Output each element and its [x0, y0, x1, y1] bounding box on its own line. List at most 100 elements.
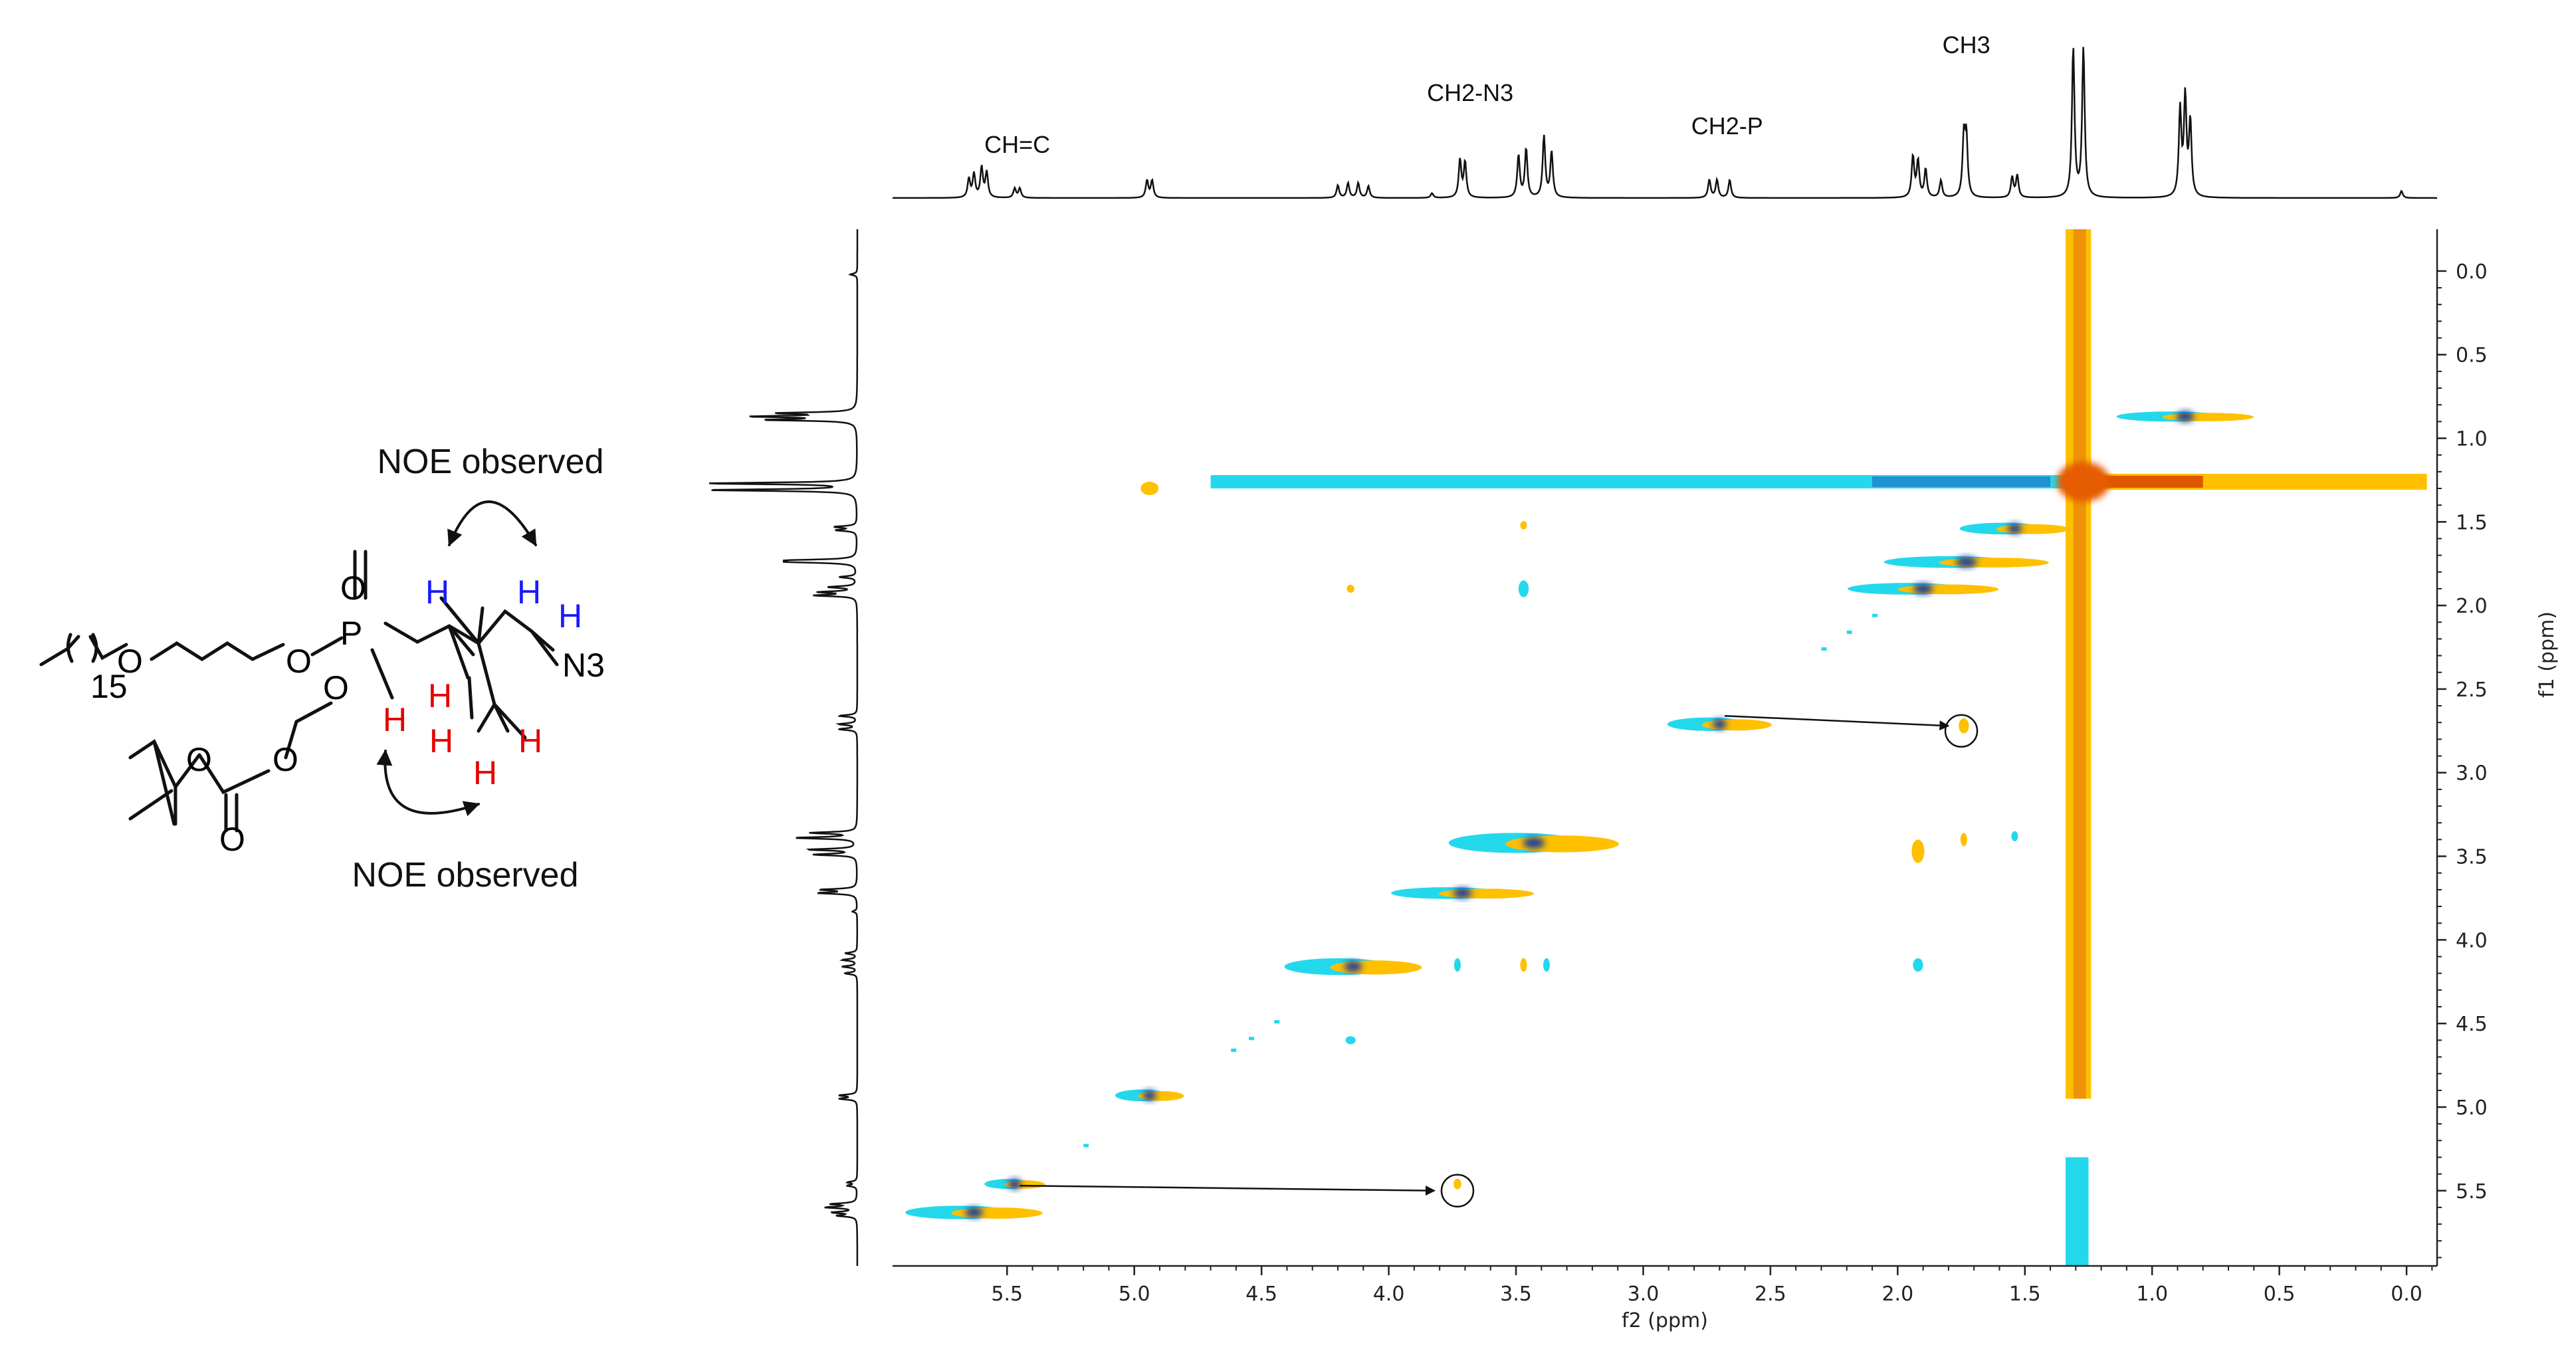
noe-observed-top-label: NOE observed	[377, 443, 603, 481]
diagonal-peak-core-5	[1523, 837, 1545, 849]
peak-label-3: CH3	[1943, 31, 1990, 58]
noe-circle-1	[1944, 714, 1979, 748]
diagonal-peak-core-6	[1713, 718, 1727, 730]
annotation-layer	[1020, 714, 1979, 1208]
ch2-p-h-left-red: H	[383, 701, 407, 738]
y-tick-label-9: 4.5	[2456, 1013, 2488, 1036]
diagonal-peak-core-8	[1955, 556, 1977, 568]
diagonal-peak-positive-7	[1897, 584, 1999, 595]
peak-label-layer: CH=C CH2-N3 CH2-P CH3	[984, 31, 1990, 158]
methylene-stripe-negative	[1210, 474, 2076, 488]
methyl-h-bottom-red: H	[473, 754, 497, 791]
phosphonate-oxygen-label: O	[286, 643, 312, 680]
y-tick-label-10: 5.0	[2456, 1096, 2488, 1120]
peak-label-1: CH2-N3	[1427, 79, 1513, 106]
noe-arc-top	[447, 500, 537, 547]
diagonal-speck-6	[1083, 1144, 1089, 1148]
y-tick-label-3: 1.5	[2456, 511, 2488, 534]
alkyl-chain-bonds	[39, 635, 128, 667]
methylene-diagonal-peak	[2056, 461, 2110, 502]
methyl-bonds	[477, 641, 527, 740]
diagonal-peak-positive-6	[1702, 719, 1772, 731]
y-axis-title: f1 (ppm)	[2535, 611, 2559, 698]
diagonal-peak-core-7	[1913, 583, 1933, 594]
noesy-spectrum: CH=C CH2-N3 CH2-P CH3 5.5 5.0 4.5 4.0 3.5 3.0 2.5…	[708, 31, 2559, 1332]
x-tick-label-7: 2.0	[1881, 1283, 1913, 1306]
diagonal-peak-positive-5	[1505, 835, 1620, 853]
ether-oxygen-label: O	[117, 643, 143, 680]
methylene-stripe-core-pos	[2080, 475, 2203, 488]
diagonal-peak-positive-10	[2162, 413, 2254, 421]
ester-oxygen-label: O	[323, 669, 349, 706]
cross-peak-20	[1913, 958, 1923, 972]
chain-bracket	[66, 633, 98, 663]
propyl-linker-bonds	[150, 641, 285, 661]
x-axis: 5.5 5.0 4.5 4.0 3.5 3.0 2.5 2.0 1.5 1.0 0.5 0.0	[893, 1265, 2437, 1306]
noe-arrow-0	[1020, 1184, 1436, 1196]
cross-peak-23	[1520, 521, 1527, 530]
y-tick-label-4: 2.0	[2456, 595, 2488, 618]
methylene-stripe-core-neg	[1872, 476, 2051, 487]
y-tick-label-11: 5.5	[2456, 1180, 2488, 1203]
carbonyl-oxygen-label: O	[219, 821, 245, 858]
x-tick-label-4: 3.5	[1500, 1283, 1532, 1306]
f2-projection-trace	[893, 47, 2437, 199]
x-tick-label-3: 4.0	[1373, 1283, 1405, 1306]
x-tick-label-0: 5.5	[991, 1283, 1023, 1306]
methyl-h-right-red: H	[518, 722, 542, 760]
vinyl-h-blue: H	[425, 573, 449, 611]
cross-peak-18	[1543, 958, 1550, 972]
methyl-h-left-red: H	[429, 722, 453, 760]
y-tick-label-6: 3.0	[2456, 762, 2488, 785]
carbonate-bonds	[128, 701, 333, 826]
diagonal-peak-core-4	[1453, 887, 1472, 898]
diagonal-peak-positive-0	[951, 1207, 1043, 1219]
chain-count-label: 15	[90, 668, 128, 705]
diagonal-speck-1	[1231, 1048, 1237, 1052]
phosphonate-bonds	[310, 550, 419, 700]
diagonal-peak-core-3	[1344, 961, 1362, 972]
x-tick-label-9: 1.0	[2136, 1283, 2168, 1306]
x-tick-label-10: 0.5	[2264, 1283, 2296, 1306]
diagonal-peak-positive-3	[1330, 960, 1422, 975]
cross-peak-17	[1520, 958, 1527, 972]
methylene-oxygen-label: O	[272, 741, 298, 778]
y-tick-label-1: 0.5	[2456, 344, 2488, 367]
cross-peak-14	[1518, 580, 1529, 597]
f1-projection-trace	[708, 229, 859, 1266]
y-tick-label-8: 4.0	[2456, 929, 2488, 952]
x-axis-title: f2 (ppm)	[1622, 1309, 1708, 1332]
diagonal-peak-core-2	[1142, 1090, 1156, 1101]
contour-layer	[905, 229, 2427, 1266]
x-tick-label-6: 2.5	[1755, 1283, 1786, 1306]
peak-label-0: CH=C	[984, 131, 1050, 158]
diagonal-speck-4	[1846, 630, 1852, 634]
noe-cross-peak-11	[1453, 1178, 1461, 1190]
diagonal-speck-2	[1274, 1020, 1280, 1024]
molecule-labels: 15 O O O P O O O O N3 H H H H H H H H NO…	[90, 443, 605, 894]
f2-projection	[893, 47, 2437, 199]
cross-peak-24	[1345, 1036, 1356, 1045]
diagonal-peak-core-0	[965, 1207, 983, 1218]
cross-peak-22	[2011, 831, 2018, 841]
diagonal-speck-0	[1249, 1037, 1255, 1041]
x-tick-label-8: 1.5	[2009, 1283, 2041, 1306]
azide-ch2-h-right-blue: H	[558, 597, 582, 635]
noe-arc-bottom	[376, 749, 481, 817]
diagonal-peak-core-10	[2176, 411, 2195, 422]
double-bond	[439, 596, 481, 657]
f1-projection	[708, 229, 859, 1266]
diagonal-peak-positive-4	[1438, 888, 1535, 899]
diagonal-peak-positive-8	[1939, 558, 2049, 568]
cross-peak-13	[1140, 481, 1159, 496]
y-tick-label-5: 2.5	[2456, 678, 2488, 702]
noe-cross-peak-12	[1959, 718, 1969, 734]
azide-ch2-h-top-blue: H	[517, 573, 541, 611]
ch2-p-h-right-red: H	[428, 677, 452, 714]
y-tick-label-2: 1.0	[2456, 428, 2488, 451]
diagonal-peak-core-1	[1008, 1178, 1021, 1190]
cross-peak-15	[1346, 584, 1354, 593]
noe-observed-bottom-label: NOE observed	[352, 856, 578, 894]
cross-peak-19	[1911, 839, 1925, 863]
